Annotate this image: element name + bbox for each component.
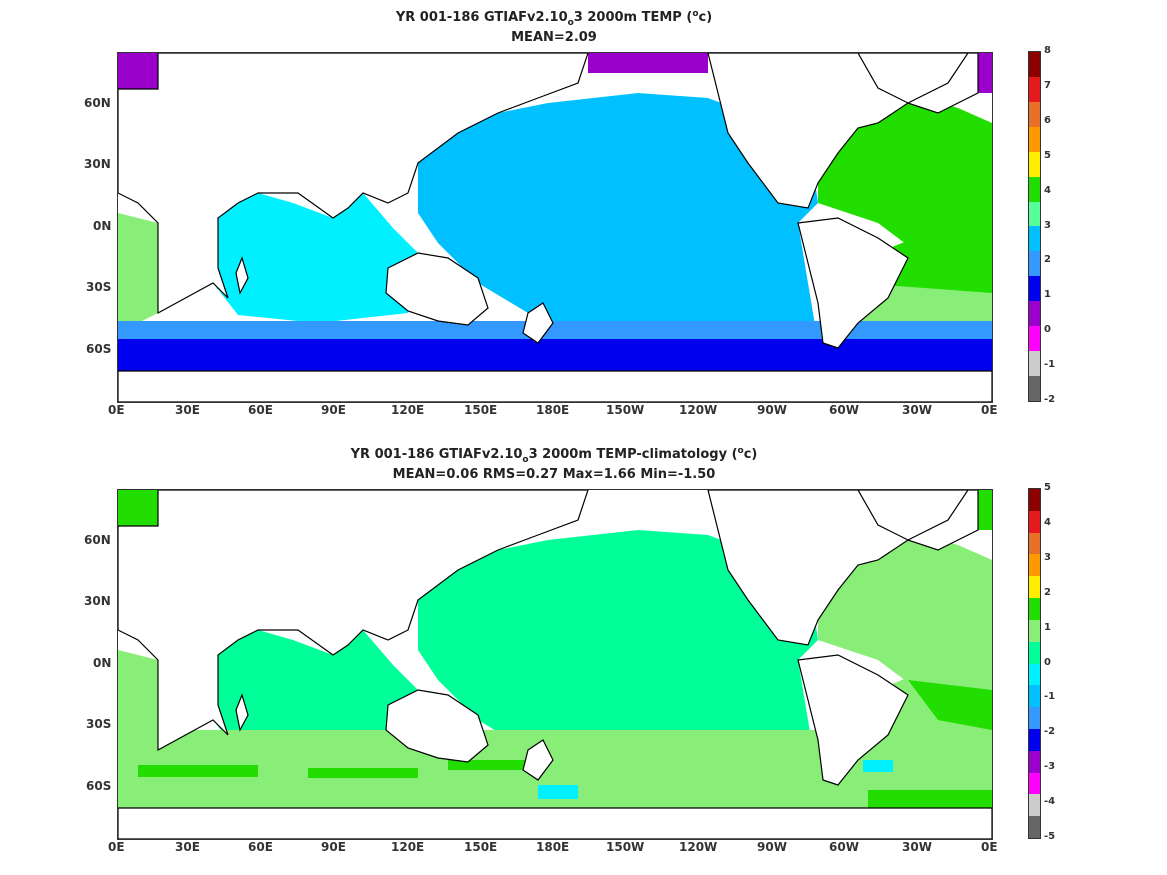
x-tick: 150E bbox=[464, 840, 498, 854]
x-tick: 150E bbox=[464, 403, 498, 417]
x-tick: 120E bbox=[391, 403, 425, 417]
x-tick: 120E bbox=[391, 840, 425, 854]
colorbar-tick-label: 3 bbox=[1044, 219, 1051, 231]
colorbar-segment bbox=[1029, 76, 1040, 102]
y-tick: 30N bbox=[84, 157, 111, 171]
colorbar-segment bbox=[1029, 619, 1040, 642]
colorbar-tick-label: 5 bbox=[1044, 482, 1051, 493]
colorbar-tick-label: 5 bbox=[1044, 149, 1051, 161]
x-tick: 120W bbox=[679, 403, 718, 417]
x-tick: 180E bbox=[536, 403, 570, 417]
x-tick: 30W bbox=[902, 840, 932, 854]
colorbar-tick-label: 2 bbox=[1044, 254, 1051, 266]
x-tick: 90W bbox=[757, 403, 787, 417]
colorbar-tick-label: 3 bbox=[1044, 551, 1051, 563]
colorbar-segment bbox=[1029, 276, 1040, 302]
colorbar-segment bbox=[1029, 510, 1040, 533]
y-tick: 60N bbox=[84, 96, 111, 110]
colorbar-segment bbox=[1029, 816, 1040, 838]
panel-anomaly: YR 001-186 GTIAFv2.10o3 2000m TEMP-clima… bbox=[0, 437, 1167, 874]
x-tick: 0E bbox=[108, 840, 125, 854]
x-tick: 60W bbox=[829, 840, 859, 854]
colorbar-tick-label: -3 bbox=[1044, 761, 1056, 773]
colorbar-segment bbox=[1029, 326, 1040, 352]
colorbar-segment bbox=[1029, 707, 1040, 729]
colorbar-tick-label: 4 bbox=[1044, 184, 1051, 196]
colorbar-tick-label: 4 bbox=[1044, 516, 1051, 528]
colorbar bbox=[1028, 488, 1041, 839]
x-tick: 90E bbox=[321, 840, 346, 854]
y-tick: 0N bbox=[93, 219, 112, 233]
y-tick: 30N bbox=[84, 594, 111, 608]
colorbar-segment bbox=[1029, 351, 1040, 376]
x-tick: 180E bbox=[536, 840, 570, 854]
x-tick: 150W bbox=[606, 403, 645, 417]
panel-temp: YR 001-186 GTIAFv2.10o3 2000m TEMP (oc) … bbox=[0, 0, 1167, 437]
colorbar-tick-label: -5 bbox=[1044, 831, 1056, 842]
panel-title: YR 001-186 GTIAFv2.10o3 2000m TEMP-clima… bbox=[350, 446, 758, 465]
y-tick: 30S bbox=[86, 280, 112, 294]
y-tick: 60N bbox=[84, 533, 111, 547]
x-tick: 30E bbox=[175, 403, 200, 417]
colorbar-tick-label: 8 bbox=[1044, 45, 1051, 56]
colorbar-segment bbox=[1029, 728, 1040, 751]
colorbar-tick-label: -1 bbox=[1044, 359, 1056, 371]
colorbar-segment bbox=[1029, 772, 1040, 795]
colorbar-segment bbox=[1029, 794, 1040, 817]
panel-stats: MEAN=2.09 bbox=[511, 30, 597, 45]
colorbar-tick-label: 6 bbox=[1044, 114, 1051, 126]
panel-stats: MEAN=0.06 RMS=0.27 Max=1.66 Min=-1.50 bbox=[392, 467, 716, 482]
y-tick: 60S bbox=[86, 779, 112, 793]
map-temp bbox=[117, 52, 993, 403]
panel-title: YR 001-186 GTIAFv2.10o3 2000m TEMP (oc) bbox=[395, 9, 713, 28]
y-tick: 0N bbox=[93, 656, 112, 670]
colorbar-segment bbox=[1029, 489, 1040, 511]
x-tick: 150W bbox=[606, 840, 645, 854]
y-tick: 60S bbox=[86, 342, 112, 356]
colorbar-segment bbox=[1029, 126, 1040, 152]
colorbar-segment bbox=[1029, 176, 1040, 202]
x-tick: 120W bbox=[679, 840, 718, 854]
colorbar-tick-label: -2 bbox=[1044, 726, 1056, 738]
colorbar-tick-label: 2 bbox=[1044, 586, 1051, 598]
colorbar-segment bbox=[1029, 576, 1040, 599]
colorbar-segment bbox=[1029, 151, 1040, 177]
y-tick: 30S bbox=[86, 717, 112, 731]
x-tick: 90E bbox=[321, 403, 346, 417]
colorbar-tick-label: 0 bbox=[1044, 656, 1051, 668]
colorbar-segment bbox=[1029, 685, 1040, 708]
colorbar-tick-label: -2 bbox=[1044, 394, 1056, 405]
colorbar-segment bbox=[1029, 52, 1040, 77]
map-anomaly bbox=[117, 489, 993, 840]
colorbar-tick-label: 1 bbox=[1044, 621, 1051, 633]
colorbar-segment bbox=[1029, 663, 1040, 686]
colorbar-segment bbox=[1029, 301, 1040, 327]
x-tick: 30W bbox=[902, 403, 932, 417]
colorbar-tick-label: -1 bbox=[1044, 691, 1056, 703]
colorbar-segment bbox=[1029, 251, 1040, 277]
x-tick: 60W bbox=[829, 403, 859, 417]
x-tick: 0E bbox=[981, 403, 998, 417]
x-tick: 60E bbox=[248, 403, 273, 417]
colorbar-segment bbox=[1029, 226, 1040, 252]
colorbar-segment bbox=[1029, 101, 1040, 127]
colorbar-segment bbox=[1029, 375, 1040, 401]
x-tick: 90W bbox=[757, 840, 787, 854]
x-tick: 30E bbox=[175, 840, 200, 854]
colorbar-segment bbox=[1029, 750, 1040, 773]
x-tick: 60E bbox=[248, 840, 273, 854]
colorbar-tick-label: 0 bbox=[1044, 324, 1051, 336]
colorbar-tick-label: 7 bbox=[1044, 79, 1051, 91]
colorbar-segment bbox=[1029, 554, 1040, 577]
colorbar-tick-label: 1 bbox=[1044, 289, 1051, 301]
colorbar-segment bbox=[1029, 641, 1040, 664]
x-tick: 0E bbox=[108, 403, 125, 417]
colorbar-tick-label: -4 bbox=[1044, 796, 1056, 808]
x-tick: 0E bbox=[981, 840, 998, 854]
colorbar bbox=[1028, 51, 1041, 402]
colorbar-segment bbox=[1029, 532, 1040, 555]
colorbar-segment bbox=[1029, 201, 1040, 227]
colorbar-segment bbox=[1029, 598, 1040, 620]
